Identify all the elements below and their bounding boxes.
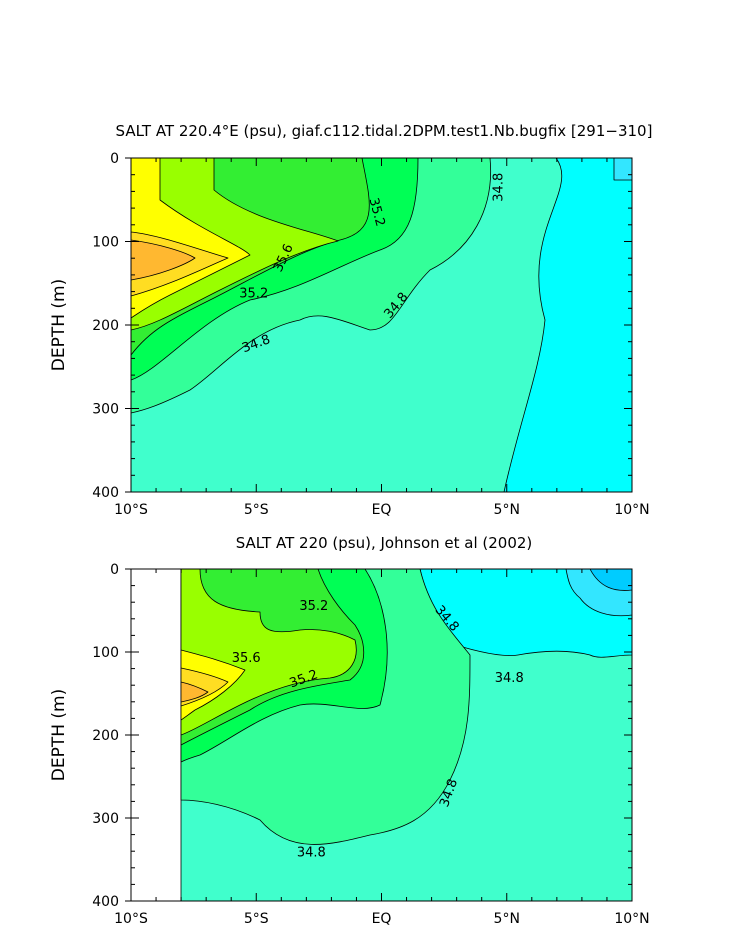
y-tick-label: 100 [92, 235, 119, 251]
panel-2-y-ticks: 0 100 200 300 400 [92, 562, 632, 910]
p1-fill-34-4 [613, 157, 633, 181]
y-tick-label: 0 [110, 151, 119, 167]
x-tick-label: 5°N [494, 911, 520, 927]
panel-2-ylabel: DEPTH (m) [49, 689, 69, 781]
x-tick-label: 5°S [244, 502, 269, 518]
x-tick-label: 10°N [614, 911, 649, 927]
panel-2-contour-fills [180, 568, 633, 902]
y-tick-label: 400 [92, 485, 119, 501]
y-tick-label: 200 [92, 318, 119, 334]
contour-label: 34.8 [297, 845, 326, 860]
x-tick-label: EQ [372, 911, 392, 927]
panel-2-x-ticks: 10°S 5°S EQ 5°N 10°N [114, 569, 650, 927]
x-tick-label: 10°S [114, 502, 148, 518]
panel-2-title: SALT AT 220 (psu), Johnson et al (2002) [236, 534, 533, 552]
contour-label: 35.2 [365, 196, 387, 228]
contour-label: 35.2 [299, 599, 328, 614]
panel-1-y-ticks: 0 100 200 300 400 [92, 151, 632, 501]
x-tick-label: 5°N [494, 502, 520, 518]
panel-1-ylabel: DEPTH (m) [49, 279, 69, 371]
y-tick-label: 200 [92, 728, 119, 744]
y-tick-label: 300 [92, 811, 119, 827]
contour-label: 34.8 [492, 173, 507, 202]
y-tick-label: 400 [92, 894, 119, 910]
y-tick-label: 100 [92, 645, 119, 661]
p2-fill-36-0 [180, 681, 209, 703]
x-tick-label: 10°N [614, 502, 649, 518]
panel-1: SALT AT 220.4°E (psu), giaf.c112.tidal.2… [49, 122, 652, 518]
panel-1-axes: 10°S 5°S EQ 5°N 10°N 0 100 200 300 400 [92, 151, 649, 518]
x-tick-label: 5°S [244, 911, 269, 927]
contour-label: 34.8 [495, 671, 524, 686]
p1-fill-36-0 [130, 239, 196, 281]
panel-2-axes: 10°S 5°S EQ 5°N 10°N 0 100 200 300 400 [92, 562, 649, 927]
panel-1-x-ticks: 10°S 5°S EQ 5°N 10°N [114, 158, 650, 518]
x-tick-label: EQ [372, 502, 392, 518]
panel-1-title: SALT AT 220.4°E (psu), giaf.c112.tidal.2… [116, 122, 653, 140]
panel-1-contour-fills [130, 157, 633, 493]
y-tick-label: 300 [92, 402, 119, 418]
p1-fill-below-34-6 [503, 157, 633, 493]
contour-label: 35.2 [239, 287, 268, 302]
x-tick-label: 10°S [114, 911, 148, 927]
y-tick-label: 0 [110, 562, 119, 578]
panel-2: SALT AT 220 (psu), Johnson et al (2002) … [49, 534, 650, 927]
p2-fill-35-4 [180, 568, 357, 736]
contour-label: 35.6 [232, 651, 261, 666]
